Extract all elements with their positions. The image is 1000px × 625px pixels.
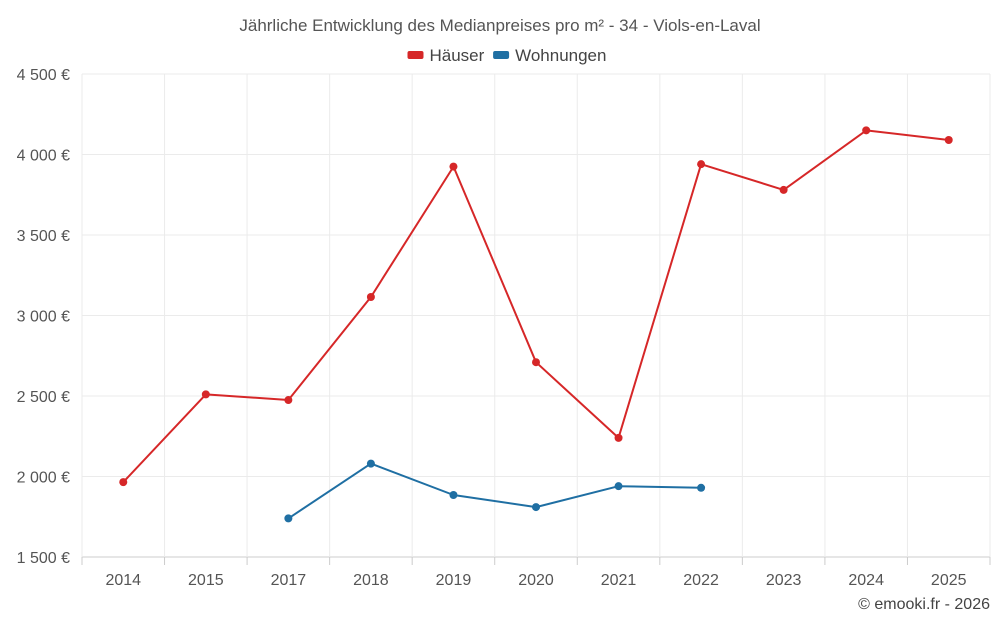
x-tick-label: 2014 [105,572,141,589]
x-tick-label: 2025 [931,572,967,589]
y-tick-label: 3 000 € [17,309,70,326]
axes: 1 500 € 2 000 € 2 500 € 3 000 € 3 500 € 4 000… [17,67,991,589]
x-tick-label: 2023 [766,572,802,589]
x-tick-label: 2021 [601,572,637,589]
legend-item[interactable]: Wohnungen [493,46,606,65]
data-point[interactable] [944,136,953,145]
y-tick-label: 4 000 € [17,148,70,165]
data-point[interactable] [779,185,788,194]
y-tick-label: 2 000 € [17,470,70,487]
x-tick-label: 2024 [848,572,884,589]
data-point[interactable] [532,358,540,367]
series-haeuser [119,126,953,487]
data-point[interactable] [449,491,458,500]
y-tick-label: 1 500 € [17,550,70,567]
x-tick-label: 2018 [353,572,389,589]
series-wohnungen [284,459,706,523]
data-point[interactable] [366,459,375,468]
series-layer [119,126,953,523]
y-tick-label: 4 500 € [17,67,70,84]
data-point[interactable] [614,433,623,442]
legend-swatch [493,51,510,59]
y-tick-label: 2 500 € [17,389,70,406]
legend-label: Wohnungen [515,46,606,65]
x-tick-label: 2017 [271,572,307,589]
data-point[interactable] [697,483,706,492]
x-tick-label: 2020 [518,572,554,589]
data-point[interactable] [532,503,540,512]
grid [81,73,991,558]
credit-text: © emooki.fr - 2026 [858,596,990,613]
legend: Häuser Wohnungen [407,46,606,65]
data-point[interactable] [284,396,293,405]
data-point[interactable] [449,162,458,171]
data-point[interactable] [697,160,706,169]
data-point[interactable] [119,478,128,487]
x-tick-label: 2019 [436,572,472,589]
legend-swatch [407,51,424,59]
chart-title: Jährliche Entwicklung des Medianpreises … [239,16,760,35]
data-point[interactable] [201,390,210,399]
x-tick-label: 2022 [683,572,719,589]
legend-item[interactable]: Häuser [407,46,485,65]
y-tick-label: 3 500 € [17,228,70,245]
data-point[interactable] [366,292,375,301]
data-point[interactable] [614,482,623,491]
data-point[interactable] [284,514,293,523]
data-point[interactable] [862,126,871,135]
legend-label: Häuser [430,46,485,65]
x-tick-label: 2015 [188,572,224,589]
series-line [287,462,702,520]
